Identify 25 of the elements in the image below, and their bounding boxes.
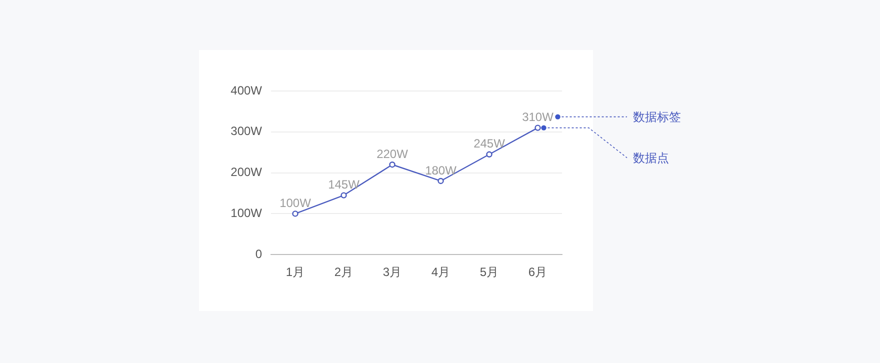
data-label: 100W: [280, 196, 312, 210]
y-tick-label: 100W: [230, 206, 263, 220]
point: [389, 162, 396, 168]
point: [292, 210, 298, 217]
data-label: 245W: [474, 136, 506, 151]
x-tick-label: 2月: [334, 265, 354, 280]
x-tick-label: 6月: [528, 265, 548, 280]
y-tick-label: 200W: [230, 165, 263, 180]
point: [438, 178, 444, 184]
data-label: 145W: [328, 178, 360, 192]
y-tick-label: 300W: [230, 124, 263, 138]
y-tick-label: 400W: [230, 83, 263, 98]
text: 数据标签: [633, 110, 681, 124]
data-label: 180W: [425, 163, 458, 178]
annotation: 数据点: [633, 150, 669, 165]
point: [534, 124, 541, 131]
x-tick-label: 1月: [286, 265, 305, 280]
point: [340, 192, 347, 198]
data-label: 310W: [522, 110, 554, 124]
x-tick-label: 3月: [382, 265, 402, 280]
x-tick-label: 4月: [431, 265, 450, 280]
data-label: 220W: [376, 146, 409, 161]
point: [486, 151, 492, 158]
y-tick-label: 0: [255, 246, 262, 261]
x-tick-label: 5月: [480, 265, 499, 280]
